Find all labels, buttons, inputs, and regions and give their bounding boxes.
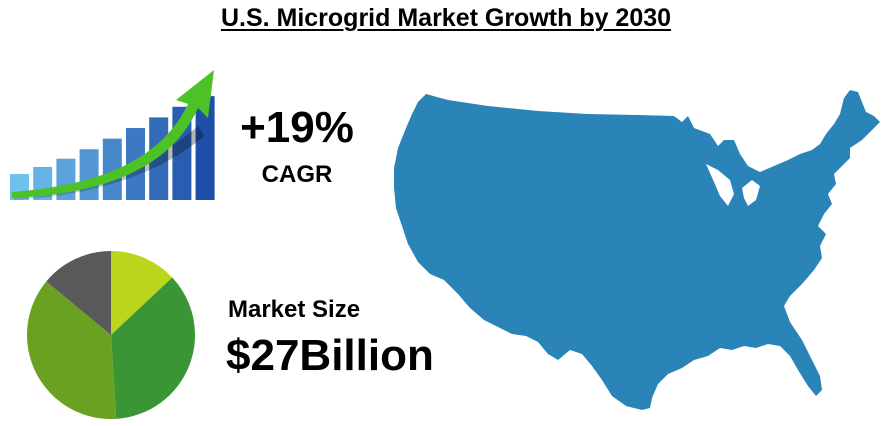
united-states-map-icon (394, 90, 880, 410)
growth-arrow-icon (12, 70, 214, 198)
page-title: U.S. Microgrid Market Growth by 2030 (220, 4, 672, 32)
growth-bar (79, 149, 99, 200)
pie-chart-icon (26, 251, 195, 419)
cagr-value: +19% (240, 103, 354, 152)
growth-bar (195, 96, 215, 200)
pie-slice (46, 251, 111, 335)
cagr-label: CAGR (261, 161, 333, 188)
great-lakes (706, 164, 734, 206)
market-size-label: Market Size (228, 296, 361, 323)
pie-slice (111, 277, 195, 419)
us-map-shape (394, 90, 880, 410)
pie-slice (26, 281, 117, 419)
growth-bar-chart-icon (10, 70, 215, 200)
pie-slice (111, 251, 173, 335)
great-lakes-east (742, 180, 760, 206)
market-size-value: $27Billion (226, 331, 434, 380)
